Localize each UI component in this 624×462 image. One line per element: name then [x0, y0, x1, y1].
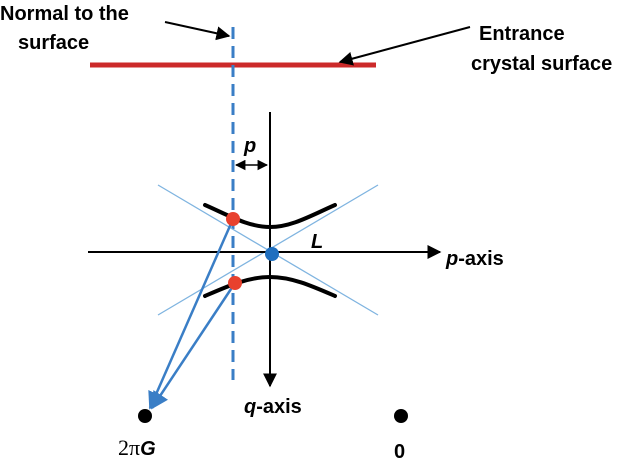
- G-symbol: G: [140, 438, 156, 460]
- dispersion-branch-upper: [203, 203, 337, 230]
- p-axis-suffix: -axis: [458, 248, 504, 270]
- normal-label-pointer-arrow: [164, 21, 231, 41]
- q-axis-label: q-axis: [244, 396, 302, 418]
- origin-label: 0: [394, 441, 405, 462]
- reciprocal-point-origin: [394, 409, 408, 423]
- laue-point-label: L: [311, 231, 323, 253]
- entrance-label-line2: crystal surface: [471, 53, 612, 75]
- reciprocal-2piG-label: 2πG: [118, 435, 156, 460]
- entrance-label-line1: Entrance: [479, 23, 565, 45]
- reciprocal-point-2piG: [138, 409, 152, 423]
- tie-point-lower: [228, 276, 242, 290]
- wave-vector-arrow-lower: [150, 282, 237, 410]
- q-axis-suffix: -axis: [256, 396, 302, 418]
- two-pi-symbol: 2π: [118, 435, 140, 460]
- wave-vector-arrow-upper: [148, 218, 235, 410]
- normal-label-line2: surface: [18, 32, 89, 54]
- p-offset-label: p: [243, 135, 256, 157]
- q-axis-variable: q: [244, 396, 256, 418]
- normal-label-line1: Normal to the: [0, 3, 129, 25]
- p-axis-label: p-axis: [445, 248, 504, 270]
- tie-point-upper: [226, 212, 240, 226]
- p-axis-variable: p: [445, 248, 458, 270]
- entrance-label-pointer-arrow: [338, 26, 471, 66]
- dispersion-branch-lower: [203, 274, 337, 298]
- laue-point: [265, 247, 279, 261]
